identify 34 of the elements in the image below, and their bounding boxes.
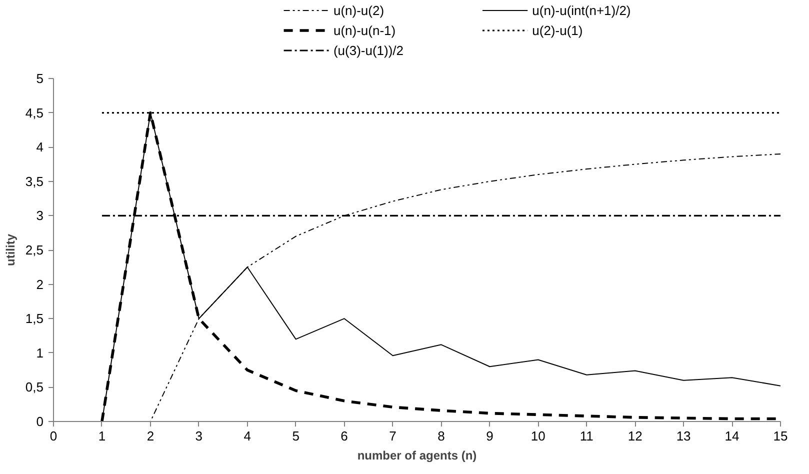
x-tick-label: 8 bbox=[438, 428, 445, 444]
x-tick-label: 12 bbox=[628, 428, 642, 444]
legend-label: (u(3)-u(1))/2 bbox=[333, 43, 404, 58]
legend-label: u(2)-u(1) bbox=[532, 23, 583, 38]
y-axis-title: utility bbox=[3, 234, 18, 266]
y-tick-label: 3,5 bbox=[25, 174, 44, 189]
y-tick-label: 1,5 bbox=[25, 311, 44, 326]
x-tick-label: 14 bbox=[724, 428, 740, 444]
x-tick-label: 3 bbox=[195, 428, 203, 444]
y-tick-label: 2,5 bbox=[25, 242, 44, 258]
legend-label: u(n)-u(n-1) bbox=[333, 23, 396, 38]
x-tick-label: 13 bbox=[676, 428, 691, 444]
x-tick-label: 5 bbox=[292, 428, 300, 444]
x-axis-title: number of agents (n) bbox=[357, 448, 477, 462]
y-tick-label: 4 bbox=[36, 140, 44, 155]
x-tick-label: 15 bbox=[773, 428, 788, 444]
x-tick-label: 10 bbox=[530, 428, 546, 444]
y-tick-label: 0,5 bbox=[25, 380, 44, 395]
legend-label: u(n)-u(int(n+1)/2) bbox=[532, 3, 631, 18]
x-tick-label: 2 bbox=[146, 428, 154, 444]
x-tick-label: 11 bbox=[580, 428, 594, 444]
x-tick-label: 7 bbox=[389, 428, 396, 444]
y-tick-label: 4,5 bbox=[25, 105, 44, 120]
y-tick-label: 1 bbox=[36, 345, 44, 360]
legend-label: u(n)-u(2) bbox=[333, 3, 384, 18]
y-tick-label: 5 bbox=[36, 71, 44, 86]
x-tick-label: 9 bbox=[486, 428, 494, 444]
x-tick-label: 4 bbox=[244, 428, 251, 444]
y-tick-label: 2 bbox=[36, 276, 44, 292]
y-tick-label: 3 bbox=[36, 208, 44, 224]
x-tick-label: 0 bbox=[50, 428, 58, 444]
x-tick-label: 1 bbox=[98, 428, 106, 444]
y-tick-label: 0 bbox=[36, 414, 44, 429]
x-tick-label: 6 bbox=[340, 428, 348, 444]
